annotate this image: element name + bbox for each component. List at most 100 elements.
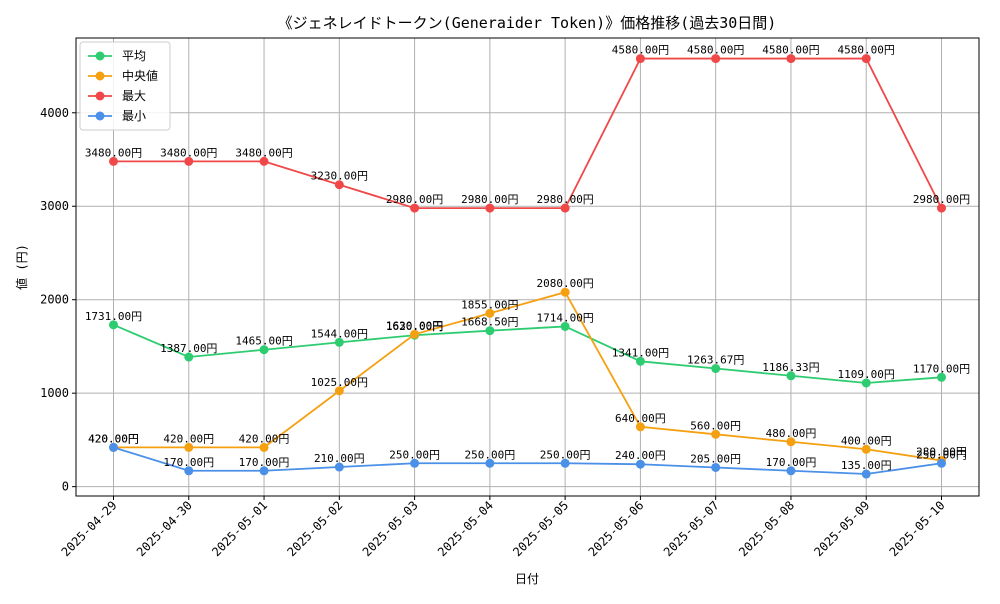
y-tick-label: 0 <box>62 480 69 494</box>
data-label: 4580.00円 <box>762 44 819 57</box>
data-label: 1387.00円 <box>160 342 217 355</box>
data-point <box>861 444 871 454</box>
data-point <box>560 321 570 331</box>
legend-label: 中央値 <box>122 68 158 83</box>
x-axis-label: 日付 <box>515 572 539 586</box>
x-tick-label: 2025-05-04 <box>435 498 496 559</box>
data-point <box>937 372 946 382</box>
data-point <box>334 386 344 396</box>
data-label: 210.00円 <box>314 452 365 465</box>
data-point <box>410 203 420 213</box>
data-label: 135.00円 <box>841 459 892 472</box>
data-label: 1341.00円 <box>612 346 669 359</box>
legend-label: 平均 <box>122 49 146 63</box>
data-label: 2980.00円 <box>386 193 443 206</box>
data-point <box>786 437 796 447</box>
data-label: 640.00円 <box>615 412 666 425</box>
data-point <box>184 352 194 362</box>
data-point <box>711 429 721 439</box>
data-label: 1668.50円 <box>461 316 518 329</box>
legend-marker <box>95 71 105 81</box>
data-point <box>184 466 194 476</box>
y-tick-label: 3000 <box>40 199 69 213</box>
legend-label: 最小 <box>122 109 146 123</box>
data-label: 250.00円 <box>389 448 440 461</box>
data-label: 1731.00円 <box>85 310 142 323</box>
data-label: 170.00円 <box>163 456 214 469</box>
series-line <box>113 446 942 475</box>
data-point <box>711 364 721 374</box>
data-point <box>184 156 194 166</box>
data-label: 1620.00円 <box>386 320 443 333</box>
data-point <box>334 337 344 347</box>
x-tick-label: 2025-05-03 <box>360 498 421 559</box>
data-point <box>786 466 796 476</box>
data-point <box>109 442 118 452</box>
x-tick-label: 2025-05-07 <box>661 498 722 559</box>
data-point <box>635 356 645 366</box>
data-label: 2980.00円 <box>913 193 970 206</box>
data-point <box>184 442 194 452</box>
data-label: 3480.00円 <box>85 146 142 159</box>
data-label: 4580.00円 <box>612 44 669 57</box>
data-point <box>560 458 570 468</box>
data-label: 560.00円 <box>690 419 741 432</box>
data-point <box>861 469 871 479</box>
data-label: 280.00円 <box>916 445 967 458</box>
data-point <box>485 203 495 213</box>
data-label: 420.00円 <box>239 432 290 445</box>
data-label: 1263.67円 <box>687 354 744 367</box>
data-label: 1170.00円 <box>913 362 970 375</box>
data-point <box>786 54 796 64</box>
data-point <box>410 329 420 339</box>
data-point <box>560 287 570 297</box>
data-label: 1714.00円 <box>536 311 593 324</box>
legend-marker <box>95 111 105 121</box>
data-label: 240.00円 <box>615 449 666 462</box>
data-label: 170.00円 <box>239 456 290 469</box>
data-point <box>109 320 118 330</box>
x-tick-label: 2025-05-01 <box>209 498 270 559</box>
data-label: 4580.00円 <box>838 44 895 57</box>
data-label: 1109.00円 <box>838 368 895 381</box>
data-point <box>485 326 495 336</box>
data-point <box>259 442 269 452</box>
data-label: 1544.00円 <box>311 327 368 340</box>
data-point <box>937 458 946 468</box>
data-point <box>259 345 269 355</box>
data-label: 1465.00円 <box>235 335 292 348</box>
data-label: 250.00円 <box>464 448 515 461</box>
data-label: 1855.00円 <box>461 298 518 311</box>
data-point <box>711 54 721 64</box>
x-tick-label: 2025-04-30 <box>134 498 195 559</box>
y-axis-label: 値 (円) <box>14 244 29 290</box>
data-label: 170.00円 <box>766 456 817 469</box>
data-label: 250.00円 <box>540 448 591 461</box>
data-label: 3480.00円 <box>160 146 217 159</box>
data-label: 480.00円 <box>766 427 817 440</box>
y-tick-label: 1000 <box>40 386 69 400</box>
data-label: 2080.00円 <box>536 277 593 290</box>
data-point <box>560 203 570 213</box>
legend-label: 最大 <box>122 89 146 103</box>
data-point <box>334 462 344 472</box>
data-point <box>485 308 495 318</box>
legend-marker <box>95 91 105 101</box>
data-label: 3230.00円 <box>311 170 368 183</box>
data-point <box>861 54 871 64</box>
data-point <box>786 371 796 381</box>
data-label: 420.00円 <box>163 432 214 445</box>
data-labels: 1731.00円 1387.00円 1465.00円 1544.00円 1620.00円… <box>85 44 970 472</box>
x-tick-label: 2025-05-06 <box>586 498 647 559</box>
data-label: 3480.00円 <box>235 146 292 159</box>
data-point <box>485 458 495 468</box>
chart-title: 《ジェネレイドトークン(Generaider Token)》価格推移(過去30日… <box>278 14 777 32</box>
x-tick-label: 2025-05-09 <box>811 498 872 559</box>
data-point <box>109 156 118 166</box>
y-tick-label: 2000 <box>40 293 69 307</box>
data-label: 205.00円 <box>690 452 741 465</box>
data-label: 2980.00円 <box>461 193 518 206</box>
data-label: 250.00円 <box>916 448 967 461</box>
series-layer <box>109 54 946 479</box>
data-point <box>711 462 721 472</box>
